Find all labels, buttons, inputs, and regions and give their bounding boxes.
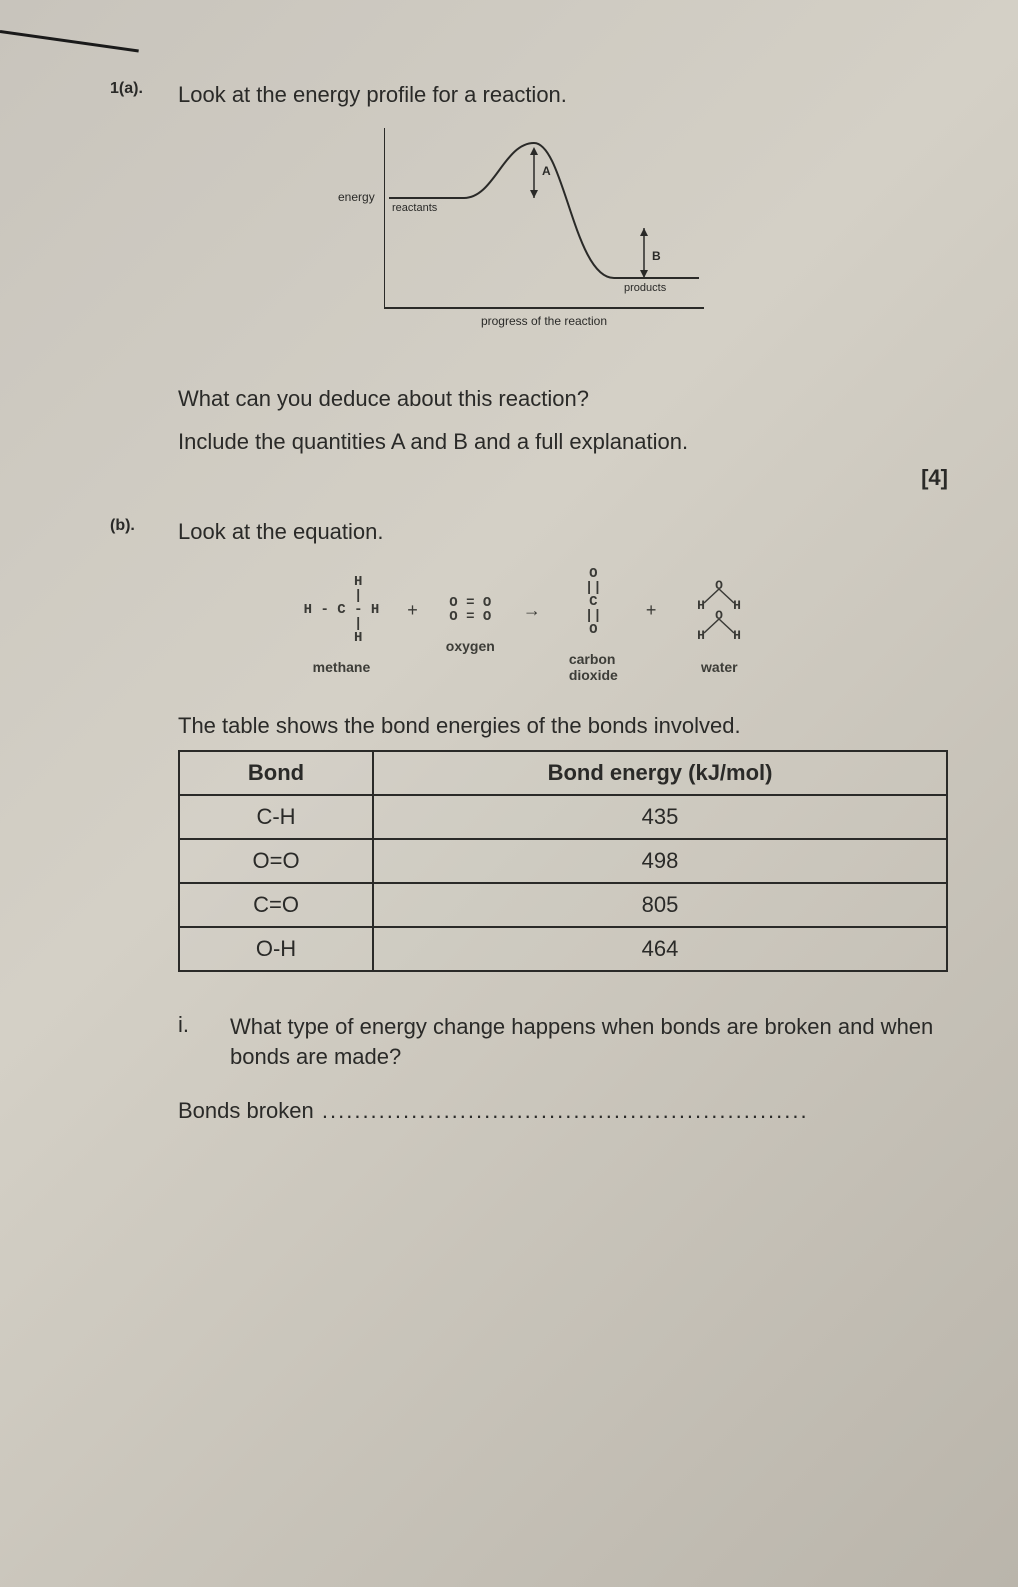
svg-text:H: H xyxy=(733,628,741,643)
table-row: O-H464 xyxy=(179,927,947,971)
methane-label: methane xyxy=(313,659,371,675)
answer-dots[interactable]: ........................................… xyxy=(314,1098,809,1123)
molecule-co2: O || C || O carbon dioxide xyxy=(569,567,618,683)
oxygen-structure: O = O O = O xyxy=(449,596,491,624)
co2-label: carbon dioxide xyxy=(569,651,618,683)
table-cell: 498 xyxy=(373,839,947,883)
table-row: C=O805 xyxy=(179,883,947,927)
table-row: C-H435 xyxy=(179,795,947,839)
sub-question-i: i. What type of energy change happens wh… xyxy=(178,1012,948,1071)
table-cell: C=O xyxy=(179,883,373,927)
question-prompt-1b: Look at the equation. xyxy=(178,517,948,547)
molecule-oxygen: O = O O = O oxygen xyxy=(446,596,495,654)
bonds-broken-label: Bonds broken xyxy=(178,1098,314,1123)
table-cell: O-H xyxy=(179,927,373,971)
table-cell: 464 xyxy=(373,927,947,971)
question-number-1b: (b). xyxy=(110,517,160,535)
marks-1a: [4] xyxy=(110,465,948,491)
svg-text:O: O xyxy=(715,608,723,623)
bond-energy-table: BondBond energy (kJ/mol)C-H435O=O498C=O8… xyxy=(178,750,948,972)
question-1b: (b). Look at the equation. xyxy=(110,517,948,547)
svg-text:H: H xyxy=(697,628,705,643)
sub-question-text: What type of energy change happens when … xyxy=(230,1012,948,1071)
table-cell: 435 xyxy=(373,795,947,839)
table-header: Bond energy (kJ/mol) xyxy=(373,751,947,795)
methane-structure: H | H - C - H | H xyxy=(304,575,380,645)
molecule-equation: H | H - C - H | H methane + O = O O = O … xyxy=(110,567,948,683)
q1a-line2: Include the quantities A and B and a ful… xyxy=(178,427,948,457)
table-header: Bond xyxy=(179,751,373,795)
molecule-methane: H | H - C - H | H methane xyxy=(304,575,380,675)
table-intro: The table shows the bond energies of the… xyxy=(178,711,948,741)
water-structure: OHH OHH xyxy=(684,575,754,645)
table-cell: O=O xyxy=(179,839,373,883)
plus-icon: + xyxy=(646,600,657,621)
table-cell: C-H xyxy=(179,795,373,839)
sub-question-number: i. xyxy=(178,1012,208,1071)
question-prompt-1a: Look at the energy profile for a reactio… xyxy=(178,80,948,110)
molecule-water: OHH OHH water xyxy=(684,575,754,675)
table-row: O=O498 xyxy=(179,839,947,883)
question-number-1a: 1(a). xyxy=(110,80,160,98)
table-cell: 805 xyxy=(373,883,947,927)
bond-energy-table-wrap: BondBond energy (kJ/mol)C-H435O=O498C=O8… xyxy=(178,750,948,972)
oxygen-label: oxygen xyxy=(446,638,495,654)
svg-text:H: H xyxy=(733,598,741,613)
arrow-icon: → xyxy=(523,600,541,621)
plus-icon: + xyxy=(407,600,418,621)
energy-profile-chart-wrap: energyreactantsABproductsprogress of the… xyxy=(110,128,948,358)
page-corner-mark xyxy=(0,30,139,52)
water-label: water xyxy=(701,659,738,675)
svg-text:H: H xyxy=(697,598,705,613)
co2-structure: O || C || O xyxy=(585,567,602,637)
energy-profile-chart: energyreactantsABproductsprogress of the… xyxy=(334,128,724,358)
q1a-line1: What can you deduce about this reaction? xyxy=(178,384,948,414)
svg-text:O: O xyxy=(715,578,723,593)
question-1a: 1(a). Look at the energy profile for a r… xyxy=(110,80,948,110)
bonds-broken-line: Bonds broken ...........................… xyxy=(178,1098,948,1124)
